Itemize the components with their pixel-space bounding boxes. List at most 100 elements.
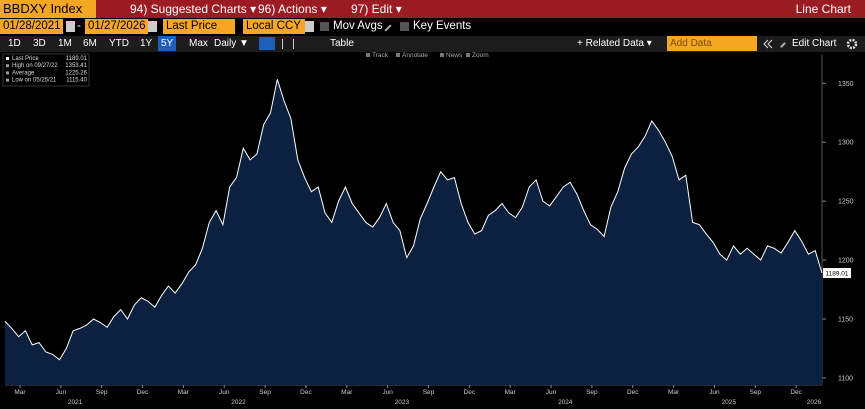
year-label: 2025 bbox=[721, 399, 736, 406]
legend-swatch bbox=[6, 64, 9, 68]
x-tick-label: Sep bbox=[423, 389, 435, 396]
year-label: 2026 bbox=[807, 399, 822, 406]
field-select[interactable]: Last Price bbox=[163, 19, 235, 34]
x-tick-label: Dec bbox=[790, 389, 802, 396]
chart-tool: Track bbox=[372, 52, 389, 59]
checkbox-label[interactable]: Mov Avgs bbox=[333, 20, 383, 32]
x-tick-label: Dec bbox=[300, 389, 312, 396]
legend-value: 1353.41 bbox=[65, 63, 87, 69]
legend-swatch bbox=[6, 57, 9, 60]
x-tick-label: Jun bbox=[709, 389, 720, 396]
edit-chart[interactable]: Edit Chart bbox=[792, 38, 837, 49]
y-tick-label: 1300 bbox=[838, 140, 854, 147]
related-data[interactable]: + Related Data ▾ bbox=[577, 38, 652, 49]
x-tick-label: Jun bbox=[382, 389, 393, 396]
settings-icon[interactable] bbox=[846, 38, 858, 50]
legend-swatch bbox=[6, 71, 9, 75]
year-label: 2022 bbox=[231, 399, 246, 406]
menu[interactable]: 96) Actions ▾ bbox=[258, 2, 327, 16]
chart: Track Annotate News Zoom Last Price 1189.01 Hi… bbox=[2, 52, 854, 406]
legend-label: High on 09/27/22 bbox=[12, 63, 58, 69]
legend-value: 1189.01 bbox=[66, 56, 88, 62]
period-button[interactable]: 1D bbox=[8, 38, 21, 49]
bar-chart-icon[interactable] bbox=[282, 39, 294, 49]
calendar-icon[interactable] bbox=[66, 21, 75, 32]
legend-label: Average bbox=[12, 70, 35, 76]
y-tick-label: 1200 bbox=[838, 258, 854, 265]
toolbar: Daily ▼ Table + Related Data ▾ Add Data … bbox=[0, 36, 865, 52]
price-line bbox=[4, 79, 823, 361]
start-date[interactable]: 01/28/2021 bbox=[0, 19, 63, 34]
y-tick-label: 1250 bbox=[838, 199, 854, 206]
calendar-icon[interactable] bbox=[148, 21, 157, 32]
period-button[interactable]: 1M bbox=[58, 38, 72, 49]
ticker[interactable]: BBDXY Index bbox=[0, 0, 96, 18]
tool-icon bbox=[396, 53, 400, 57]
checkbox-label[interactable]: Key Events bbox=[413, 20, 472, 32]
tool-icon bbox=[466, 53, 470, 57]
gear bbox=[846, 38, 858, 50]
legend-swatch bbox=[6, 78, 9, 82]
x-tick-label: Sep bbox=[749, 389, 761, 396]
legend-value: 1115.40 bbox=[66, 78, 87, 84]
chart-tool: Annotate bbox=[402, 52, 428, 59]
year-label: 2021 bbox=[68, 399, 83, 406]
x-tick-label: Mar bbox=[178, 389, 190, 396]
period-button[interactable]: 1Y bbox=[140, 38, 153, 49]
x-tick-label: Dec bbox=[137, 389, 149, 396]
x-tick-label: Sep bbox=[586, 389, 598, 396]
price-area bbox=[5, 79, 822, 386]
period-button[interactable]: 3D bbox=[33, 38, 46, 49]
x-tick-label: Mar bbox=[14, 389, 26, 396]
add-data-input[interactable]: Add Data bbox=[667, 36, 757, 51]
currency-select[interactable]: Local CCY bbox=[243, 19, 305, 34]
x-tick-label: Mar bbox=[505, 389, 517, 396]
period-button[interactable]: Max bbox=[189, 38, 208, 49]
x-tick-label: Dec bbox=[627, 389, 639, 396]
year-label: 2023 bbox=[395, 399, 410, 406]
chart-tool: News bbox=[446, 52, 463, 59]
period-button[interactable]: 5Y bbox=[158, 36, 177, 51]
x-tick-label: Mar bbox=[341, 389, 353, 396]
last-price-label: 1189.01 bbox=[825, 271, 848, 278]
year-label: 2024 bbox=[558, 399, 573, 406]
view-name: Line Chart bbox=[795, 2, 851, 16]
collapse-icon[interactable] bbox=[763, 39, 773, 49]
period-button[interactable]: YTD bbox=[109, 38, 129, 49]
legend-label: Last Price bbox=[12, 56, 39, 62]
last-price-tag bbox=[823, 268, 851, 279]
line-chart-icon[interactable] bbox=[259, 37, 275, 50]
x-tick-label: Mar bbox=[668, 389, 680, 396]
title-bar: BBDXY Index 94) Suggested Charts ▾ 96) A… bbox=[0, 0, 865, 18]
legend-label: Low on 05/25/21 bbox=[12, 78, 57, 84]
chevron bbox=[763, 39, 773, 49]
menu[interactable]: 94) Suggested Charts ▾ bbox=[130, 2, 257, 16]
table-button[interactable]: Table bbox=[330, 38, 354, 49]
tool-icon bbox=[366, 53, 370, 57]
legend-box bbox=[2, 53, 90, 87]
period-button[interactable]: 6M bbox=[83, 38, 97, 49]
y-tick-label: 1350 bbox=[838, 81, 854, 88]
dropdown-icon[interactable] bbox=[305, 21, 314, 32]
x-tick-label: Jun bbox=[56, 389, 67, 396]
checkbox[interactable] bbox=[400, 22, 409, 31]
menu[interactable]: 97) Edit ▾ bbox=[351, 2, 402, 16]
x-tick-label: Jun bbox=[219, 389, 230, 396]
controls-bar: 01/28/2021 - 01/27/2026 Last Price Local… bbox=[0, 19, 865, 35]
end-date[interactable]: 01/27/2026 bbox=[85, 19, 148, 34]
pencil-icon[interactable] bbox=[384, 24, 392, 32]
tool-icon bbox=[440, 53, 444, 57]
x-tick-label: Jun bbox=[546, 389, 557, 396]
date-separator: - bbox=[77, 20, 81, 32]
legend-value: 1225.26 bbox=[65, 70, 87, 76]
chart-tool: Zoom bbox=[472, 52, 489, 59]
y-tick-label: 1150 bbox=[838, 317, 853, 324]
frequency[interactable]: Daily ▼ bbox=[214, 38, 249, 49]
x-tick-label: Sep bbox=[259, 389, 271, 396]
x-tick-label: Dec bbox=[464, 389, 476, 396]
pencil-icon[interactable] bbox=[780, 42, 786, 48]
checkbox[interactable] bbox=[320, 22, 329, 31]
y-tick-label: 1100 bbox=[838, 375, 853, 382]
x-tick-label: Sep bbox=[96, 389, 108, 396]
